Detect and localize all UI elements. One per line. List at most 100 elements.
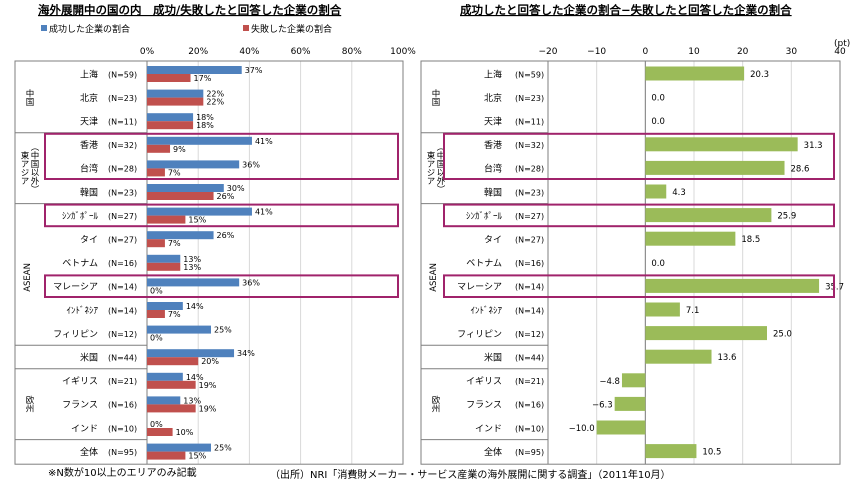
right-x-tick-label: 20 bbox=[737, 47, 749, 57]
right-category-n: (N=28) bbox=[515, 165, 544, 174]
left-category-n: (N=14) bbox=[108, 283, 137, 292]
left-x-tick-label: 0% bbox=[140, 47, 155, 57]
left-category-label: 米国 bbox=[80, 352, 98, 364]
legend-swatch-success bbox=[41, 25, 47, 31]
left-data-label-failure: 15% bbox=[188, 216, 206, 225]
left-data-label-success: 25% bbox=[214, 326, 232, 335]
legend-label-success: 成功した企業の割合 bbox=[49, 23, 130, 35]
left-data-label-failure: 13% bbox=[183, 263, 201, 272]
left-data-label-success: 36% bbox=[242, 160, 260, 169]
right-bar bbox=[645, 302, 680, 317]
left-category-label: ベトナム bbox=[62, 258, 98, 269]
right-category-label: 北京 bbox=[484, 92, 502, 104]
right-bar bbox=[645, 208, 772, 223]
right-data-label: 31.3 bbox=[804, 141, 823, 151]
left-group-label: 欧州 bbox=[24, 395, 34, 413]
right-category-n: (N=21) bbox=[515, 377, 544, 386]
right-data-label: 20.3 bbox=[750, 70, 769, 80]
left-bar-success bbox=[147, 207, 252, 216]
left-category-n: (N=44) bbox=[108, 354, 137, 363]
left-data-label-success: 14% bbox=[186, 302, 204, 311]
left-bar-success bbox=[147, 184, 224, 192]
left-data-label-success: 41% bbox=[255, 137, 273, 146]
right-group-label: 東アジア bbox=[425, 151, 435, 186]
left-category-label: 天津 bbox=[80, 117, 98, 128]
left-category-n: (N=27) bbox=[108, 212, 137, 221]
left-data-label-success: 41% bbox=[255, 208, 273, 217]
left-group-label: （中国以外） bbox=[29, 143, 39, 194]
left-bar-failure bbox=[147, 215, 186, 224]
left-bar-success bbox=[147, 443, 211, 452]
left-category-label: フランス bbox=[62, 400, 98, 411]
left-bar-failure bbox=[147, 262, 181, 271]
legend-label-failure: 失敗した企業の割合 bbox=[251, 23, 332, 35]
left-bar-failure bbox=[147, 357, 199, 366]
left-category-label: ｼﾝｶﾞﾎﾟｰﾙ bbox=[62, 211, 99, 222]
right-data-label: 0.0 bbox=[651, 117, 665, 127]
left-group-label: 中国 bbox=[24, 88, 34, 107]
left-data-label-failure: 15% bbox=[188, 452, 206, 461]
left-category-n: (N=14) bbox=[108, 306, 137, 315]
left-data-label-failure: 22% bbox=[206, 98, 224, 107]
right-bar bbox=[621, 373, 646, 388]
right-bar bbox=[645, 326, 767, 341]
left-bar-failure bbox=[147, 74, 191, 82]
right-bar bbox=[645, 444, 697, 459]
right-x-tick-label: 10 bbox=[688, 47, 700, 57]
left-data-label-success: 13% bbox=[183, 396, 201, 405]
left-category-n: (N=23) bbox=[108, 188, 137, 197]
right-highlight-box bbox=[443, 274, 835, 298]
right-chart-title: 成功したと回答した企業の割合−失敗したと回答した企業の割合 bbox=[460, 3, 792, 17]
left-data-label-success: 34% bbox=[237, 349, 255, 358]
left-category-label: インド bbox=[71, 424, 98, 434]
left-bar-success bbox=[147, 231, 214, 240]
right-group-label: 中国 bbox=[430, 88, 440, 107]
right-category-label: イギリス bbox=[466, 376, 502, 387]
right-category-label: 上海 bbox=[484, 68, 502, 80]
left-bar-success bbox=[147, 278, 240, 287]
left-legend: 成功した企業の割合 失敗した企業の割合 bbox=[41, 23, 332, 35]
right-category-label: インド bbox=[475, 424, 502, 434]
left-bar-failure bbox=[147, 380, 196, 389]
right-x-tick-label: 0 bbox=[642, 47, 648, 57]
left-data-label-failure: 19% bbox=[199, 404, 217, 413]
right-data-label: 25.9 bbox=[777, 212, 796, 222]
left-bar-failure bbox=[147, 428, 173, 436]
right-data-label: 13.6 bbox=[718, 353, 737, 363]
left-category-label: 香港 bbox=[80, 139, 98, 151]
left-x-tick-label: 80% bbox=[342, 47, 362, 57]
right-category-label: タイ bbox=[484, 235, 502, 246]
right-bar bbox=[614, 396, 646, 411]
right-category-n: (N=59) bbox=[515, 70, 544, 79]
left-bar-failure bbox=[147, 144, 171, 153]
right-data-label: −10.0 bbox=[569, 424, 595, 434]
right-data-label: 0.0 bbox=[651, 94, 665, 104]
left-bar-success bbox=[147, 254, 181, 263]
left-data-label-success: 37% bbox=[245, 66, 263, 75]
left-x-tick-label: 20% bbox=[188, 47, 208, 57]
source-note: （出所）NRI「消費財メーカー・サービス産業の海外展開に関する調査」（2011年… bbox=[270, 468, 671, 481]
right-highlight-box bbox=[443, 132, 835, 181]
right-bar bbox=[645, 66, 745, 81]
right-group-label: （中国以外） bbox=[435, 143, 445, 194]
right-plot-frame bbox=[420, 60, 841, 465]
left-data-label-success: 25% bbox=[214, 444, 232, 453]
left-category-n: (N=16) bbox=[108, 401, 137, 410]
right-data-label: 4.3 bbox=[672, 188, 686, 198]
left-data-label-failure: 7% bbox=[168, 168, 181, 177]
right-category-n: (N=32) bbox=[515, 141, 544, 150]
right-data-label: 7.1 bbox=[686, 306, 700, 316]
right-category-label: マレーシア bbox=[457, 283, 502, 293]
left-category-label: イギリス bbox=[62, 376, 98, 387]
right-category-label: 香港 bbox=[484, 139, 502, 151]
left-data-label-failure: 26% bbox=[217, 192, 235, 201]
right-highlight-box bbox=[443, 203, 835, 228]
left-category-n: (N=11) bbox=[108, 118, 137, 127]
left-data-label-failure: 17% bbox=[194, 74, 212, 83]
left-bar-failure bbox=[147, 239, 165, 248]
left-data-label-failure: 9% bbox=[173, 145, 186, 154]
left-data-label-failure: 0% bbox=[150, 334, 163, 343]
